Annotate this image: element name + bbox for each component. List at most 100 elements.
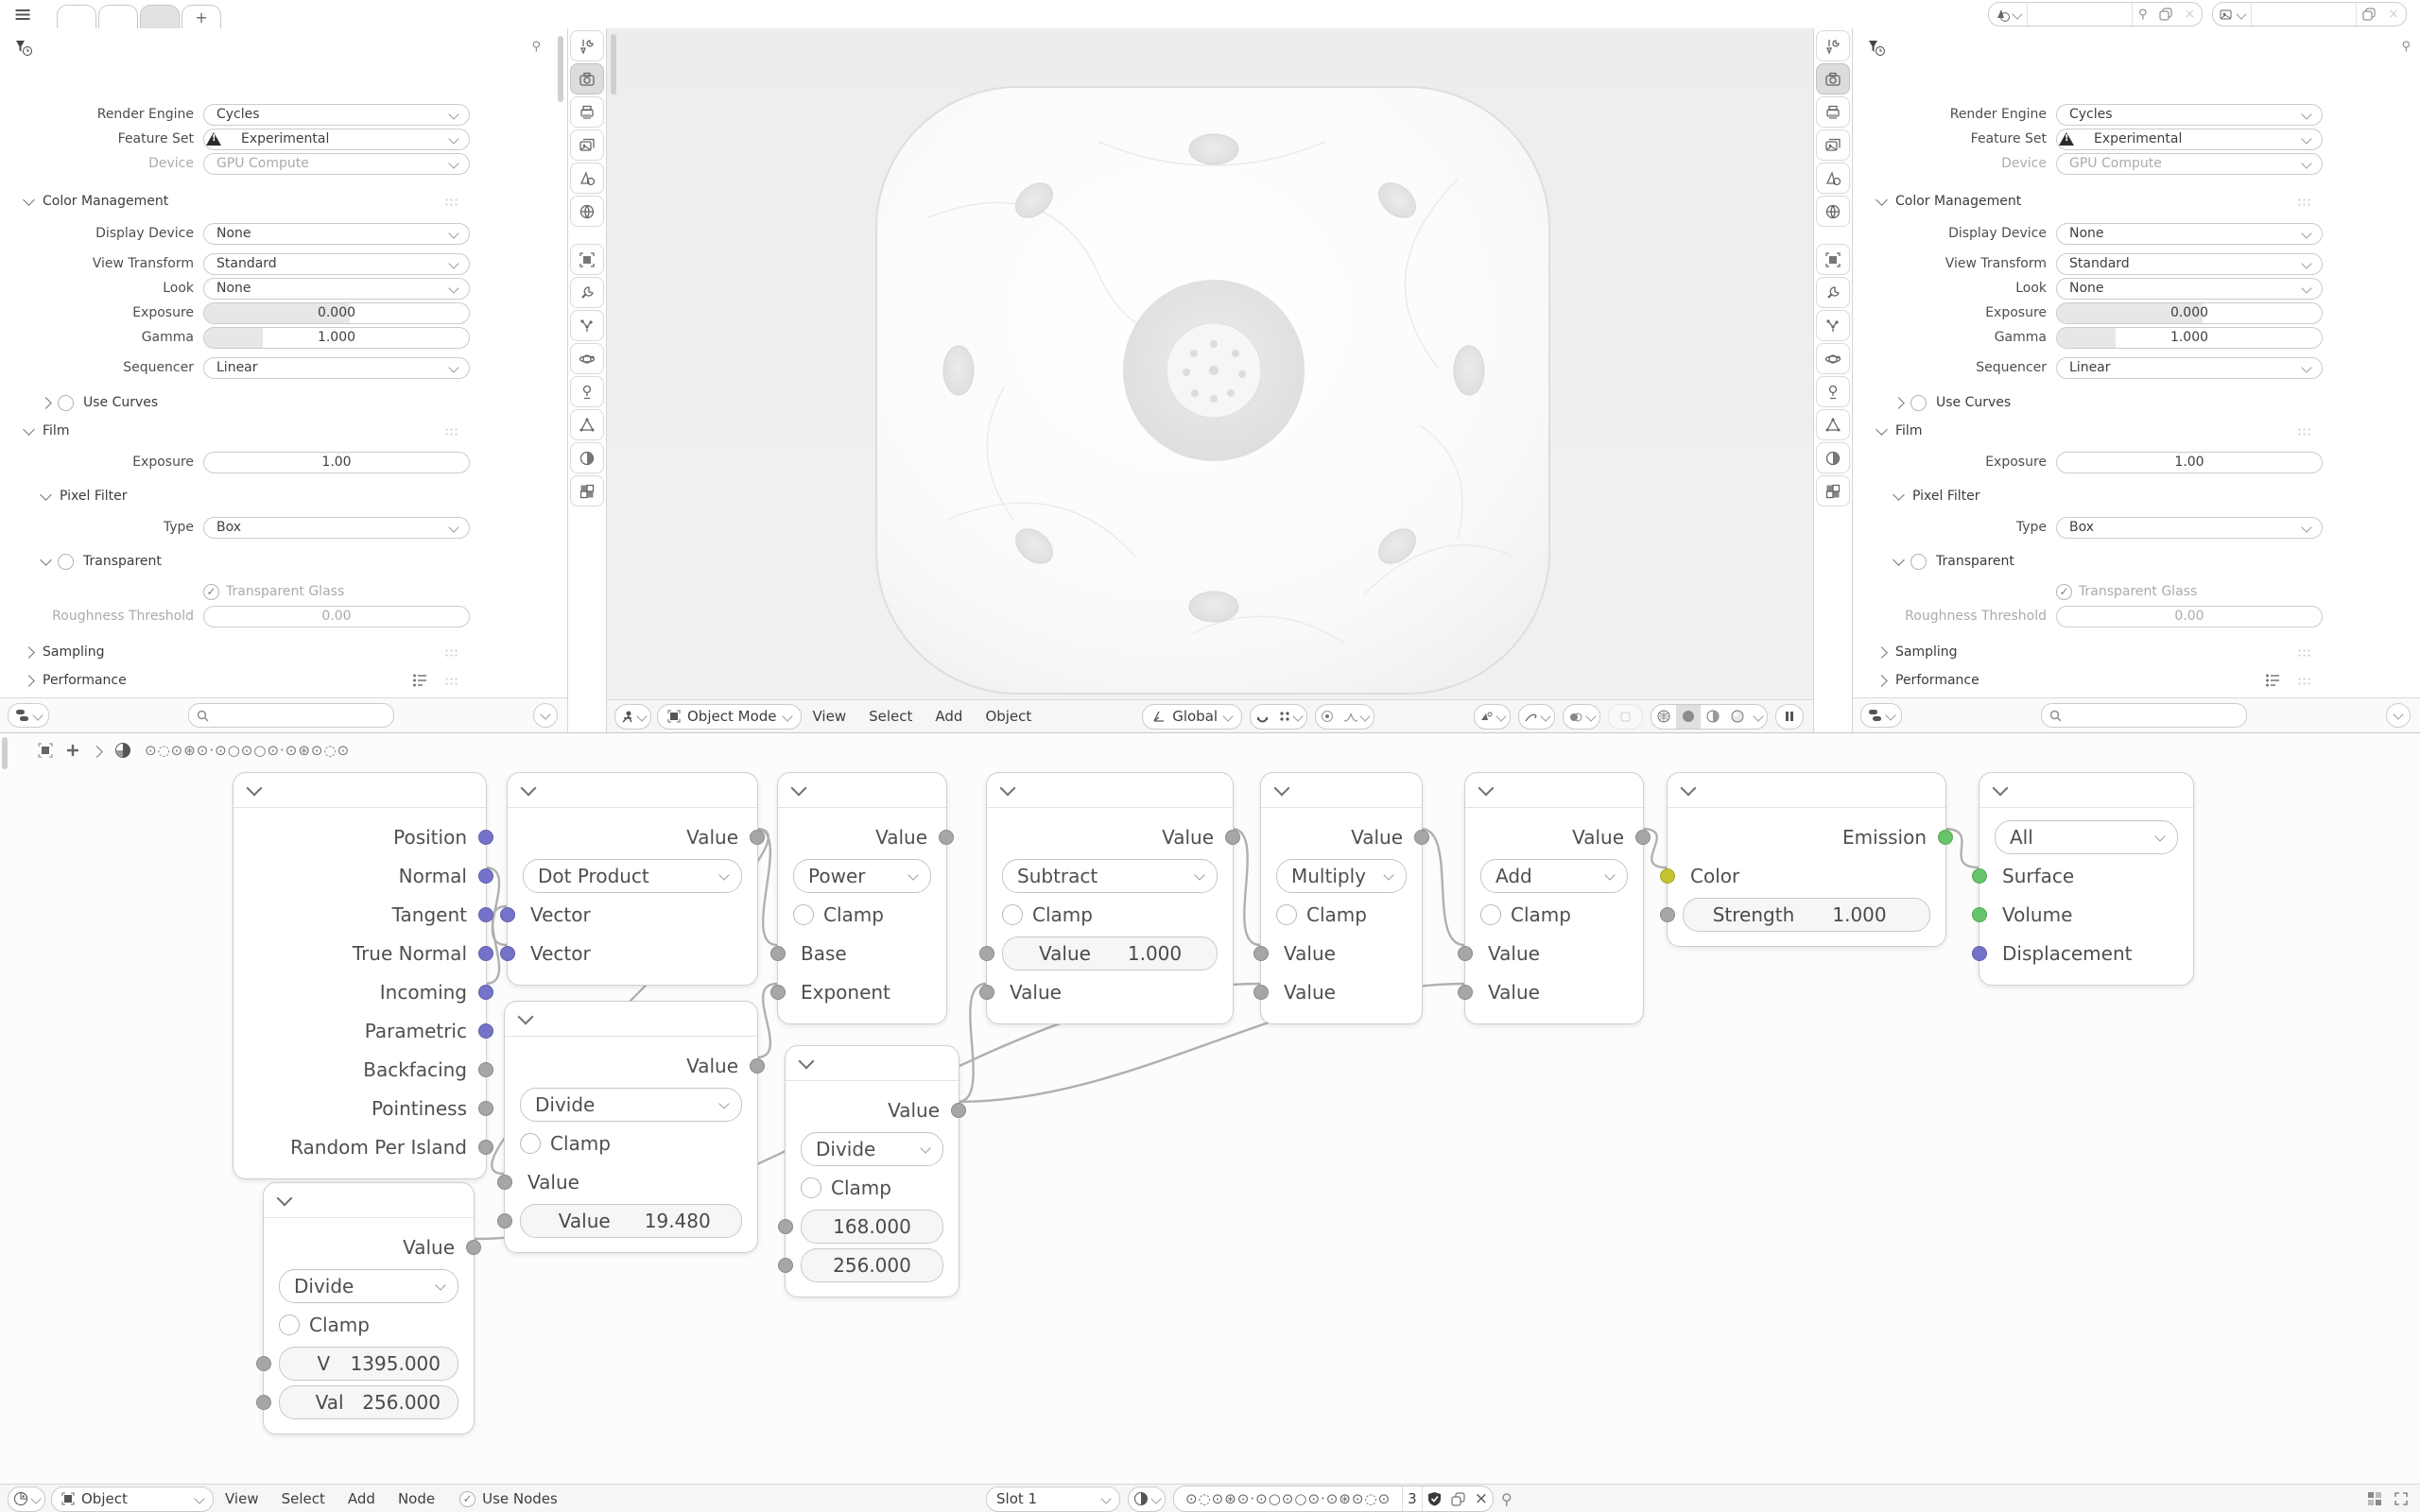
pin-toggle-icon[interactable]	[66, 744, 79, 757]
preset-list-icon[interactable]	[2265, 673, 2280, 687]
collapse-chevron-icon[interactable]	[246, 780, 263, 797]
properties-search-input[interactable]	[188, 703, 394, 728]
input-socket-value[interactable]	[1458, 945, 1473, 961]
input-socket-volume[interactable]	[1972, 906, 1987, 922]
number-field[interactable]: Strength 1.000	[1683, 897, 1930, 932]
select-type[interactable]: Box	[203, 516, 470, 539]
output-socket-value[interactable]	[939, 829, 954, 845]
input-socket-base[interactable]	[770, 945, 786, 961]
input-socket-value[interactable]	[979, 984, 994, 1000]
main-menu-icon[interactable]: ≡	[13, 1, 33, 27]
properties-tab-constraints[interactable]	[1816, 376, 1850, 407]
menu-view[interactable]: View	[225, 1490, 259, 1507]
output-socket-pointiness[interactable]	[478, 1100, 493, 1116]
shading-wireframe-button[interactable]	[1651, 705, 1676, 729]
node-math-divide-b[interactable]: Value Divide Clamp 168.000 256.000	[778, 1045, 966, 1297]
operation-select[interactable]: Subtract	[1002, 858, 1218, 893]
number-field[interactable]: Value 1.000	[1002, 936, 1218, 971]
shading-solid-button[interactable]	[1676, 704, 1701, 729]
output-socket-value[interactable]	[1225, 829, 1240, 845]
properties-tab-object-data[interactable]	[570, 409, 604, 440]
workspace-tab-2[interactable]	[98, 5, 139, 28]
input-socket-vector[interactable]	[500, 945, 515, 961]
node-math-divide-c[interactable]: Value Divide Clamp V 1395.000 Val 256.000	[256, 1182, 481, 1435]
output-socket-random-per-island[interactable]	[478, 1139, 493, 1155]
section-pixel-filter[interactable]: Pixel Filter	[0, 484, 567, 508]
overlays-button[interactable]	[1563, 703, 1600, 730]
input-socket-value[interactable]	[1660, 906, 1675, 922]
filter-icon[interactable]	[1866, 38, 1887, 59]
checkbox-icon[interactable]	[1276, 903, 1297, 925]
properties-tab-tool[interactable]	[570, 30, 604, 61]
checkbox-checked-icon[interactable]: ✓	[2056, 583, 2072, 600]
select-render-engine[interactable]: Cycles	[203, 103, 470, 126]
falloff-curve-icon[interactable]	[1339, 705, 1374, 729]
properties-tab-modifiers[interactable]	[1816, 277, 1850, 308]
properties-tab-tool[interactable]	[1816, 30, 1850, 61]
input-socket-value[interactable]	[1253, 945, 1269, 961]
shading-dropdown[interactable]	[1750, 705, 1767, 729]
select-look[interactable]: None	[2056, 277, 2323, 300]
collapse-chevron-icon[interactable]	[999, 780, 1016, 797]
output-socket-true-normal[interactable]	[478, 945, 493, 961]
section-use-curves[interactable]: Use Curves	[0, 390, 567, 415]
menu-add[interactable]: Add	[347, 1490, 375, 1507]
input-socket-exponent[interactable]	[770, 984, 786, 1000]
operation-select[interactable]: Power	[793, 858, 931, 893]
mode-selector[interactable]: Object Mode	[657, 703, 802, 730]
proportional-editing-icon[interactable]	[1316, 705, 1339, 729]
transform-orientation-selector[interactable]: Global	[1142, 703, 1243, 730]
menu-view[interactable]: View	[812, 708, 847, 725]
preset-list-icon[interactable]	[412, 673, 427, 687]
node-math-power[interactable]: Value Power Clamp Base Exponent	[770, 772, 954, 1024]
view-layer-copy-icon[interactable]	[2357, 3, 2381, 26]
view-layer-name-input[interactable]	[2251, 3, 2358, 26]
select-feature-set[interactable]: Experimental	[203, 128, 470, 150]
output-socket-value[interactable]	[750, 829, 765, 845]
checkbox-row[interactable]: ✓ Transparent Glass	[2056, 583, 2197, 600]
filter-icon[interactable]	[13, 38, 34, 59]
properties-tab-physics[interactable]	[1816, 343, 1850, 374]
node-canvas[interactable]: ⊙◌⊙⊛⊙·⊙○⊙○⊙·⊙⊛⊙◌⊙ Position Normal Tangent T…	[0, 733, 2420, 1512]
pin-id-icon[interactable]: ⚲	[531, 40, 541, 54]
output-socket-value[interactable]	[750, 1057, 765, 1074]
value-field-roughness-threshold[interactable]: 0.00	[2056, 605, 2323, 627]
operation-select[interactable]: Divide	[279, 1268, 458, 1303]
show-gizmo-button[interactable]	[1474, 703, 1511, 730]
number-field[interactable]: 256.000	[801, 1247, 943, 1282]
node-header[interactable]	[786, 1046, 959, 1080]
menu-select[interactable]: Select	[869, 708, 913, 725]
new-workspace-button[interactable]: +	[182, 5, 222, 28]
section-transparent[interactable]: Transparent	[0, 549, 567, 574]
collapse-chevron-icon[interactable]	[276, 1190, 293, 1207]
node-header[interactable]	[1465, 773, 1643, 807]
input-socket-value[interactable]	[256, 1394, 271, 1410]
node-header[interactable]	[778, 773, 946, 807]
select-render-engine[interactable]: Cycles	[2056, 103, 2323, 126]
select-feature-set[interactable]: Experimental	[2056, 128, 2323, 150]
output-socket-tangent[interactable]	[478, 906, 493, 922]
select-sequencer[interactable]: Linear	[203, 356, 470, 379]
view-layer-selector[interactable]: ×	[2212, 2, 2407, 26]
checkbox-icon[interactable]	[1910, 553, 1927, 570]
node-header[interactable]	[233, 773, 486, 807]
section-film[interactable]: Film	[1853, 419, 2420, 443]
section-transparent[interactable]: Transparent	[1853, 549, 2420, 574]
slot-selector[interactable]: Slot 1	[986, 1486, 1120, 1512]
properties-tab-texture[interactable]	[570, 475, 604, 507]
properties-tab-scene[interactable]	[1816, 163, 1850, 194]
section-color-management[interactable]: Color Management	[1853, 189, 2420, 214]
output-socket-position[interactable]	[478, 829, 493, 845]
menu-object[interactable]: Object	[985, 708, 1032, 725]
properties-tab-particles[interactable]	[570, 310, 604, 341]
menu-node[interactable]: Node	[397, 1490, 436, 1507]
operation-select[interactable]: All	[1995, 819, 2178, 854]
node-material-output[interactable]: All Surface Volume Displacement	[1972, 772, 2194, 986]
collapse-chevron-icon[interactable]	[798, 1053, 815, 1070]
snap-target-icon[interactable]	[1273, 705, 1306, 729]
properties-tab-object-data[interactable]	[1816, 409, 1850, 440]
proportional-editing-group[interactable]	[1315, 703, 1375, 730]
checkbox-checked-icon[interactable]: ✓	[203, 583, 219, 600]
value-field-exposure[interactable]: 1.00	[2056, 451, 2323, 473]
properties-tab-view-layer[interactable]	[570, 129, 604, 161]
